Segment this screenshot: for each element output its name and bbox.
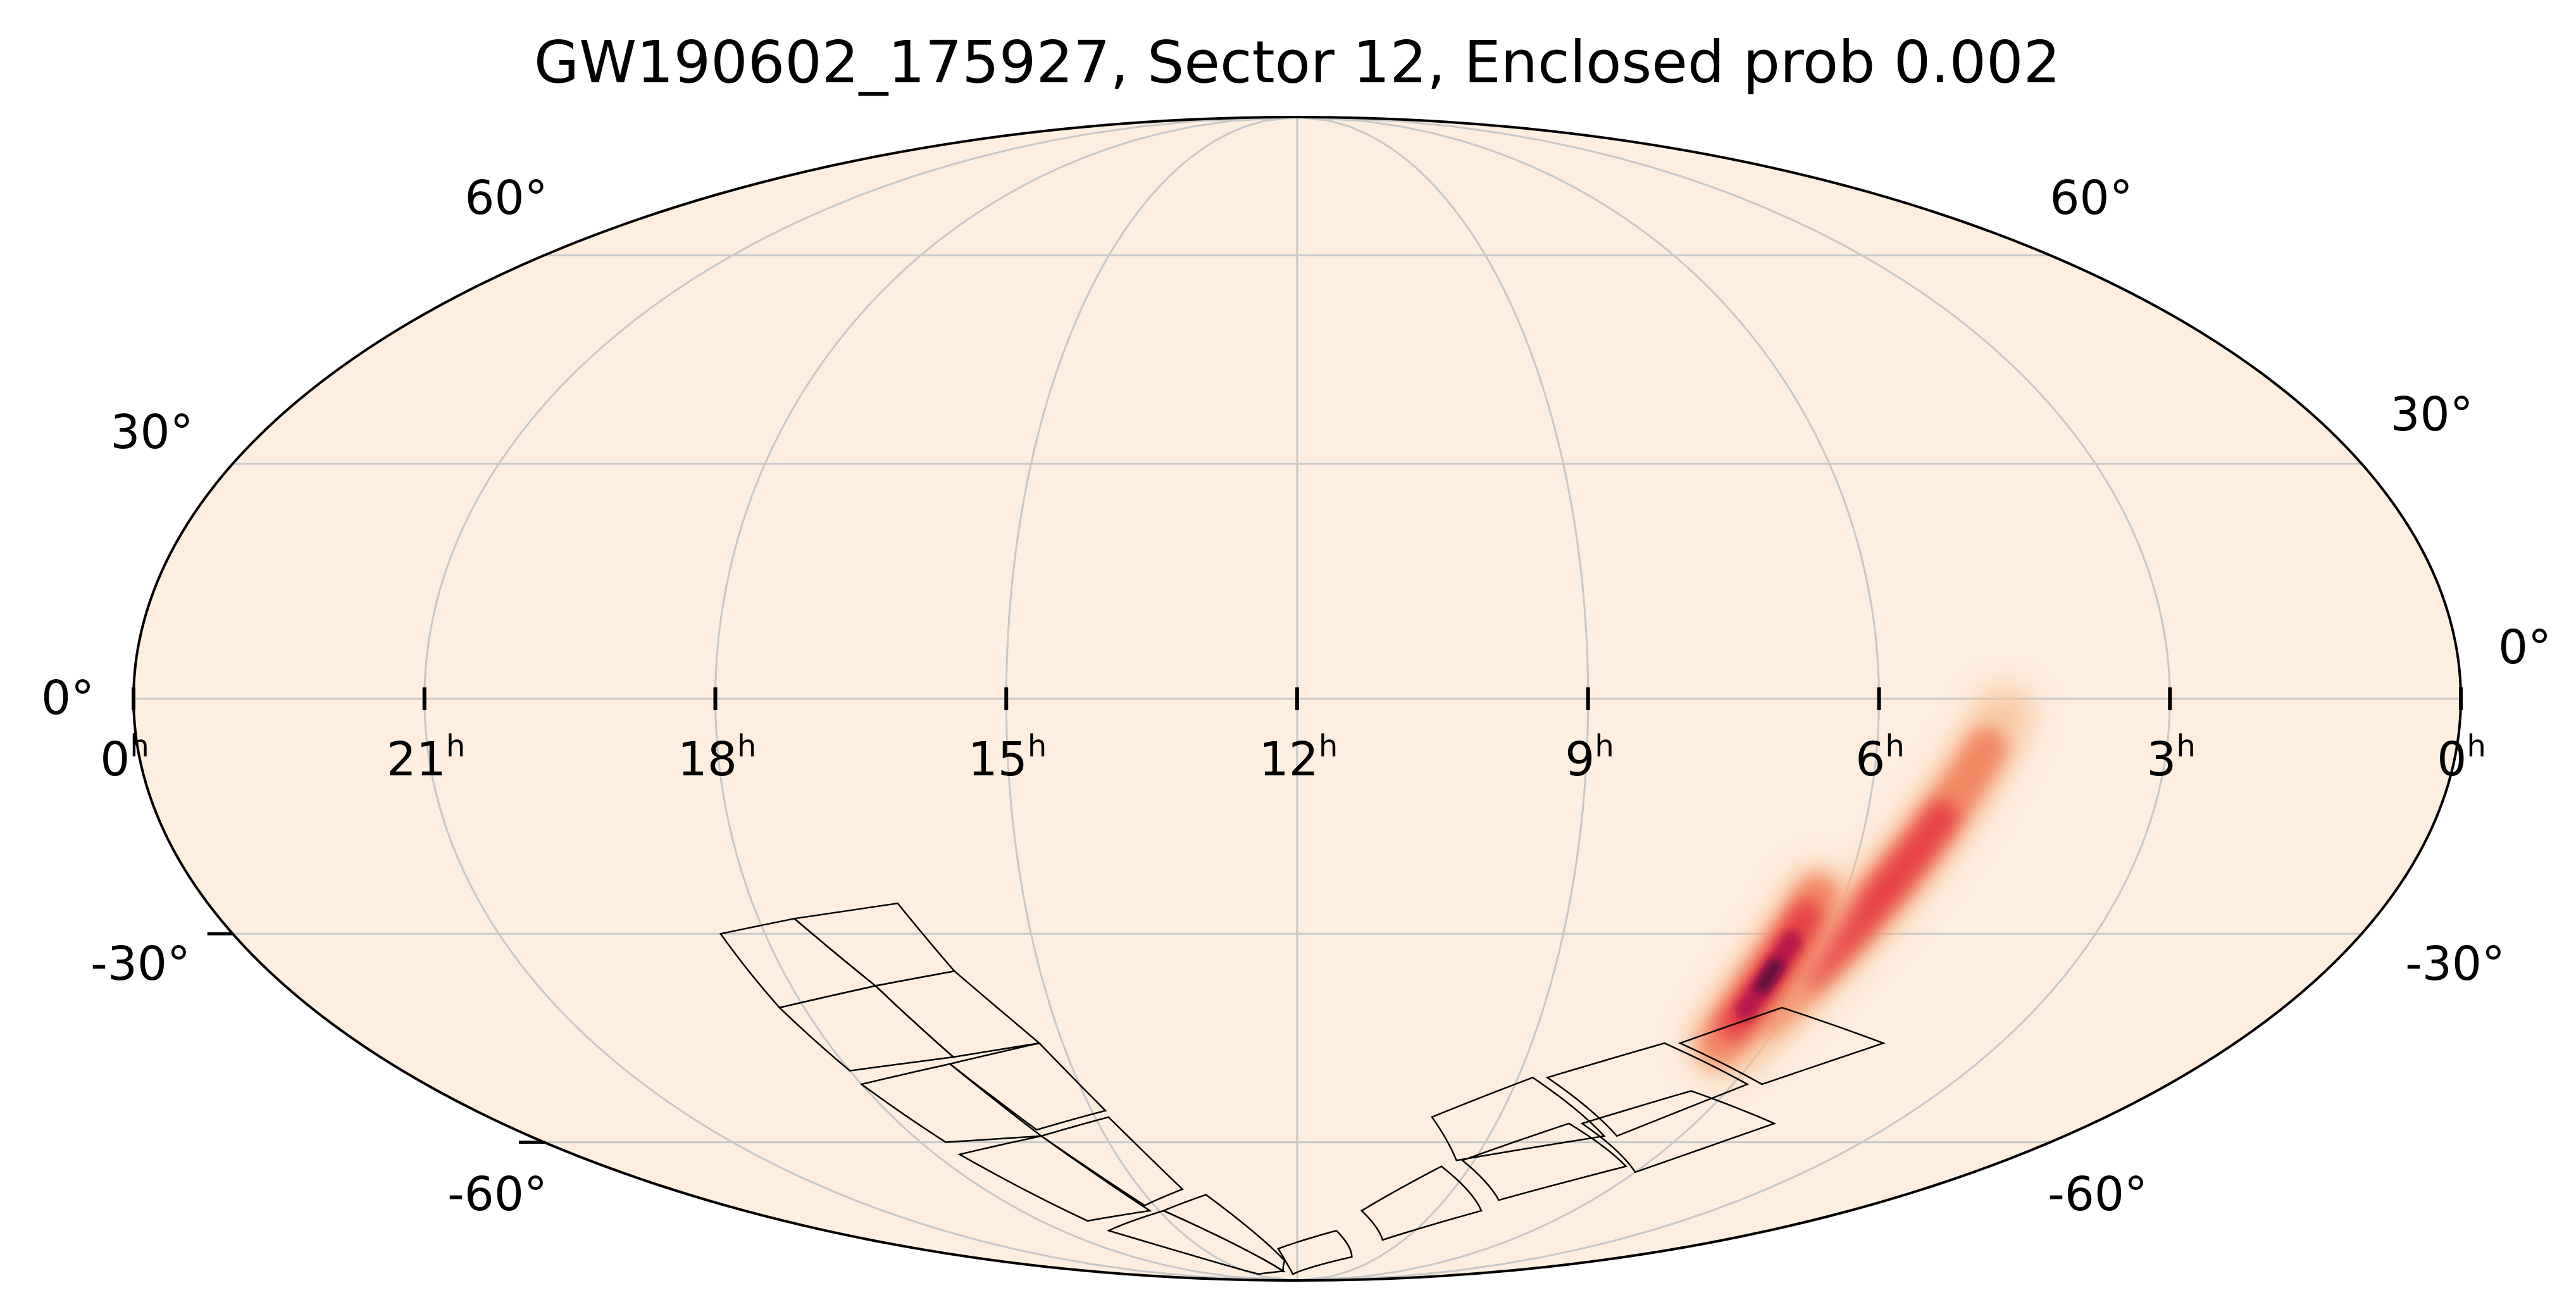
ra-label-21: 21h [387, 729, 466, 787]
dec-label-left-0: 0° [41, 671, 94, 725]
ccd-outline-16 [1677, 1006, 1886, 1086]
heat-blob [1755, 979, 1770, 993]
ra-label-0-right: 0h [2437, 729, 2486, 787]
map-title: GW190602_175927, Sector 12, Enclosed pro… [534, 28, 2060, 96]
ccd-outline-14 [1545, 1042, 1750, 1137]
dec-labels-right: 60° 30° 0° -30° -60° [2048, 171, 2551, 1222]
probability-heatmap [1689, 686, 2034, 1073]
dec-label-left-minus60: -60° [447, 1167, 547, 1222]
ra-label-18: 18h [678, 729, 757, 787]
dec-label-right-30: 30° [2390, 387, 2473, 442]
lobe-1-level-5 [1755, 959, 1783, 993]
tess-sector-footprint [719, 902, 1886, 1275]
ccd-outline-5 [948, 1042, 1107, 1131]
dec-label-right-minus60: -60° [2048, 1167, 2148, 1222]
dec-label-right-0: 0° [2498, 620, 2551, 675]
ccd-outline-15 [1580, 1090, 1777, 1173]
ra-label-15: 15h [968, 729, 1047, 787]
dec-label-left-30: 30° [110, 405, 193, 460]
ra-label-3: 3h [2146, 729, 2196, 787]
ra-label-9: 9h [1565, 729, 1614, 787]
ra-tick-marks [132, 687, 2463, 1144]
dec-labels-left: 60° 30° 0° -30° -60° [41, 171, 548, 1222]
heat-blob [1734, 999, 1756, 1021]
ccd-outline-10 [1277, 1229, 1353, 1275]
ccd-outline-6 [957, 1135, 1152, 1222]
dec-label-right-minus30: -30° [2405, 937, 2505, 991]
ra-label-6: 6h [1855, 729, 1905, 787]
ccd-outline-13 [1460, 1122, 1628, 1201]
ra-label-12: 12h [1259, 729, 1338, 787]
dec-label-left-60: 60° [464, 171, 547, 225]
ccd-outline-11 [1360, 1165, 1483, 1241]
dec-label-left-minus30: -30° [90, 937, 190, 991]
ra-labels: 0h 21h 18h 15h 12h 9h 6h 3h 0h [100, 729, 2486, 787]
ccd-outline-7 [1039, 1116, 1184, 1206]
dec-label-right-60: 60° [2050, 171, 2132, 225]
ra-label-0-left: 0h [100, 729, 149, 787]
ccd-outline-12 [1431, 1076, 1606, 1161]
